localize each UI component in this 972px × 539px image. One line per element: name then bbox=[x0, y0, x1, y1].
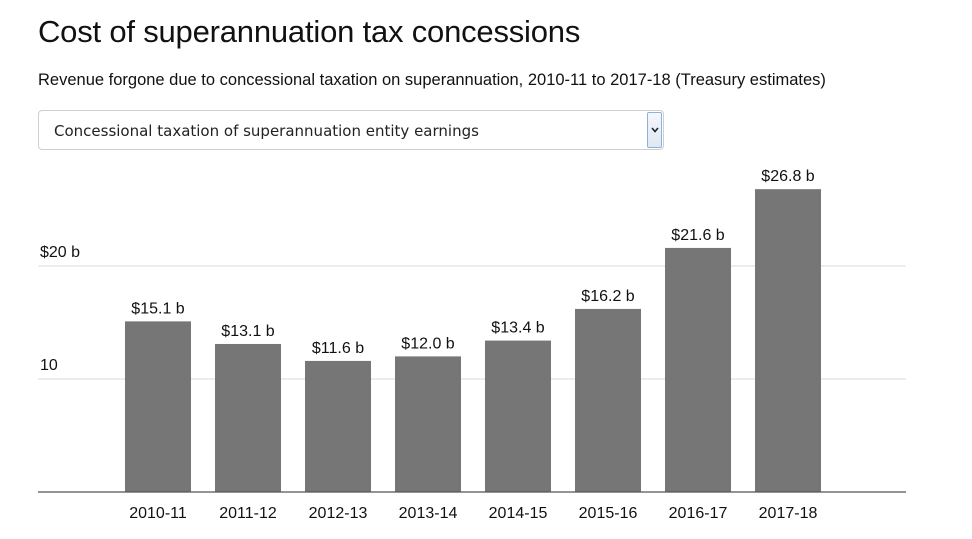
bar bbox=[395, 356, 461, 492]
x-tick-label: 2014-15 bbox=[489, 505, 548, 522]
data-label: $12.0 b bbox=[401, 335, 454, 352]
data-label: $16.2 b bbox=[581, 288, 634, 305]
bar bbox=[485, 340, 551, 492]
data-label: $21.6 b bbox=[671, 227, 724, 244]
chevron-down-icon bbox=[651, 127, 659, 133]
chart-subtitle: Revenue forgone due to concessional taxa… bbox=[38, 71, 826, 89]
y-tick-label: 10 bbox=[40, 357, 58, 374]
bar bbox=[755, 189, 821, 492]
data-label: $11.6 b bbox=[312, 340, 364, 357]
x-tick-label: 2013-14 bbox=[399, 505, 458, 522]
x-tick-label: 2011-12 bbox=[219, 505, 277, 522]
data-label: $26.8 b bbox=[761, 168, 814, 185]
x-tick-label: 2016-17 bbox=[669, 505, 728, 522]
select-selected-value: Concessional taxation of superannuation … bbox=[54, 122, 479, 140]
data-label: $13.4 b bbox=[491, 320, 544, 337]
chart-title: Cost of superannuation tax concessions bbox=[38, 14, 581, 49]
data-label: $15.1 b bbox=[131, 300, 184, 317]
data-label: $13.1 b bbox=[221, 323, 274, 340]
x-tick-label: 2017-18 bbox=[759, 505, 818, 522]
bar bbox=[125, 321, 191, 492]
x-tick-label: 2015-16 bbox=[579, 505, 638, 522]
bar bbox=[665, 247, 731, 492]
dropdown-arrow-button[interactable] bbox=[647, 112, 662, 148]
bar bbox=[305, 360, 371, 492]
bar bbox=[215, 343, 281, 492]
concession-type-select[interactable]: Concessional taxation of superannuation … bbox=[38, 110, 664, 150]
x-tick-label: 2010-11 bbox=[129, 505, 187, 522]
y-tick-label: $20 b bbox=[40, 244, 80, 261]
bar bbox=[575, 308, 641, 492]
x-tick-label: 2012-13 bbox=[309, 505, 368, 522]
